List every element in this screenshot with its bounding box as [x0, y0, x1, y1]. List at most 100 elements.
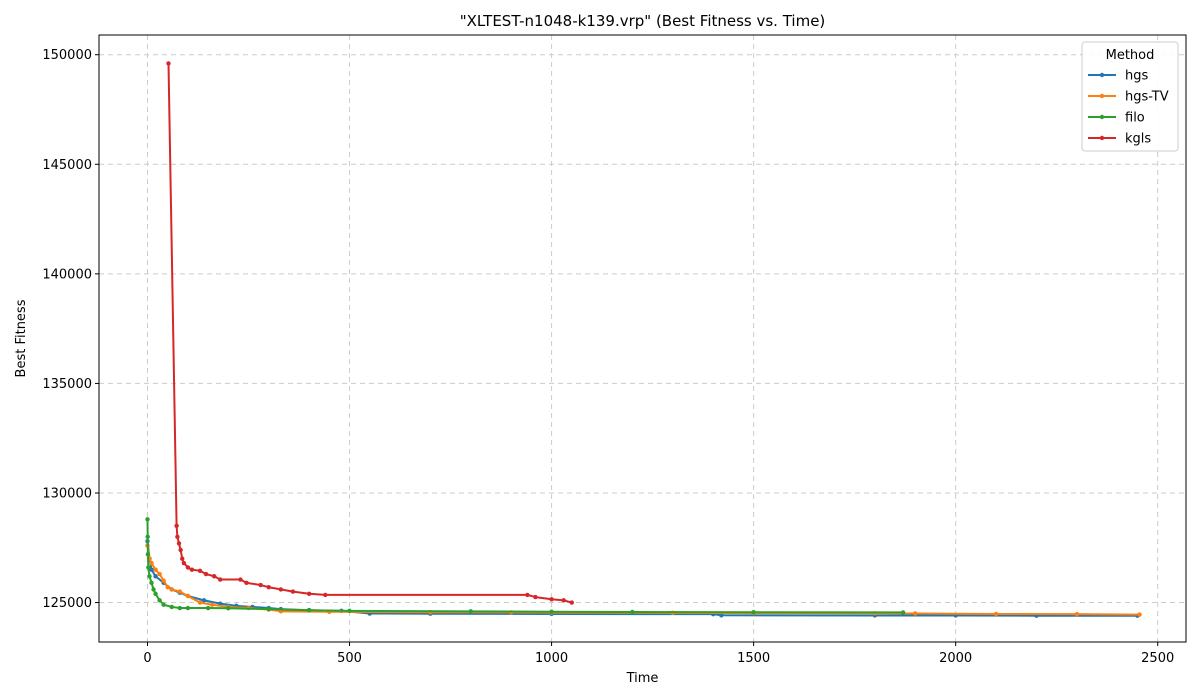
data-point-kgls	[180, 556, 185, 561]
x-axis-label: Time	[626, 671, 659, 686]
data-point-filo	[145, 552, 151, 557]
data-point-filo	[157, 598, 162, 603]
data-point-kgls	[258, 582, 263, 588]
data-point-filo	[468, 609, 473, 614]
x-tick-label: 1000	[535, 651, 568, 666]
data-point-kgls	[175, 534, 180, 540]
series-line-hgs	[146, 541, 1138, 617]
data-point-kgls	[181, 560, 187, 566]
legend-box	[1081, 41, 1179, 152]
y-tick-label: 130000	[42, 486, 92, 501]
data-point-filo	[149, 580, 154, 586]
legend-label-filo: filo	[1125, 111, 1145, 126]
legend-marker-hgs	[1099, 72, 1105, 78]
data-point-kgls	[176, 541, 182, 546]
data-point-hgs	[153, 574, 158, 579]
data-point-hgs-TV	[185, 593, 191, 599]
data-point-filo	[751, 610, 756, 615]
data-point-hgs	[149, 567, 154, 572]
data-point-kgls	[290, 589, 296, 594]
data-point-kgls	[278, 587, 284, 592]
data-point-kgls	[323, 592, 328, 598]
data-point-filo	[146, 565, 151, 570]
legend-label-kgls: kgls	[1125, 132, 1151, 147]
data-point-hgs-TV	[913, 611, 918, 616]
data-point-filo	[153, 591, 158, 596]
data-point-hgs-TV	[169, 587, 174, 592]
y-axis-label: Best Fitness	[14, 299, 29, 377]
series-hgs-TV	[145, 543, 1142, 617]
data-point-hgs-TV	[149, 560, 154, 566]
x-tick-label: 2500	[1141, 651, 1174, 666]
y-tick-label: 150000	[42, 48, 92, 63]
data-point-filo	[161, 602, 166, 607]
legend-title: Method	[1106, 48, 1155, 63]
data-point-hgs	[719, 613, 724, 618]
data-point-filo	[226, 606, 231, 611]
x-tick-label: 2000	[939, 651, 972, 666]
data-point-filo	[266, 606, 271, 612]
data-point-kgls	[525, 592, 530, 598]
legend-marker-hgs-TV	[1099, 93, 1105, 99]
data-point-filo	[306, 608, 312, 613]
data-point-kgls	[166, 61, 171, 66]
data-point-hgs-TV	[197, 600, 203, 605]
data-point-hgs-TV	[1074, 611, 1080, 617]
chart-title: "XLTEST-n1048-k139.vrp" (Best Fitness vs…	[460, 12, 826, 30]
data-point-hgs-TV	[165, 585, 170, 590]
data-point-filo	[145, 517, 150, 522]
data-point-kgls	[569, 600, 574, 605]
series-filo	[145, 517, 906, 615]
data-point-filo	[549, 609, 554, 614]
data-point-hgs-TV	[153, 567, 158, 572]
data-point-filo	[147, 574, 152, 579]
series-line-kgls	[167, 63, 573, 604]
plot-frame	[98, 34, 1187, 643]
series-hgs	[145, 539, 1140, 618]
data-point-kgls	[211, 574, 217, 579]
axis-ticks: 0 500 1000 1500 2000 2500 125000 130000 135000 14…	[42, 48, 1174, 666]
x-tick-label: 1500	[737, 651, 770, 666]
grid	[99, 35, 1186, 642]
data-point-kgls	[306, 591, 312, 596]
data-point-hgs-TV	[161, 578, 166, 583]
data-point-kgls	[218, 577, 223, 582]
data-point-kgls	[197, 568, 203, 573]
data-point-kgls	[174, 523, 179, 529]
y-tick-label: 140000	[42, 267, 92, 282]
legend-marker-filo	[1099, 114, 1105, 120]
y-tick-label: 125000	[42, 596, 92, 611]
data-point-kgls	[533, 594, 538, 600]
data-point-filo	[185, 605, 191, 611]
legend: Method hgs hgs-TV filo kgls	[1081, 41, 1179, 152]
data-point-kgls	[266, 585, 271, 590]
data-point-hgs-TV	[209, 602, 215, 607]
data-point-filo	[630, 609, 635, 615]
data-point-filo	[900, 610, 906, 615]
data-point-hgs-TV	[177, 589, 183, 594]
x-tick-label: 500	[337, 651, 362, 666]
legend-label-hgs: hgs	[1125, 69, 1148, 84]
data-point-filo	[177, 605, 183, 611]
legend-label-hgs-TV: hgs-TV	[1125, 90, 1169, 105]
data-point-kgls	[203, 571, 209, 577]
data-point-kgls	[178, 547, 183, 553]
data-point-filo	[205, 605, 211, 611]
data-point-kgls	[244, 580, 249, 586]
series-line-hgs-TV	[146, 545, 1140, 616]
data-point-kgls	[185, 565, 191, 570]
data-point-filo	[169, 604, 174, 610]
data-point-filo	[151, 587, 156, 592]
data-point-kgls	[189, 567, 195, 572]
data-point-hgs	[201, 598, 207, 603]
series-line-filo	[146, 519, 904, 614]
data-point-hgs-TV	[1137, 612, 1142, 617]
data-point-kgls	[549, 597, 554, 602]
y-tick-label: 135000	[42, 377, 92, 392]
data-point-kgls	[238, 577, 243, 582]
data-point-hgs-TV	[993, 611, 999, 617]
data-point-hgs-TV	[157, 571, 162, 577]
x-tick-label: 0	[143, 651, 151, 666]
legend-marker-kgls	[1099, 135, 1105, 141]
